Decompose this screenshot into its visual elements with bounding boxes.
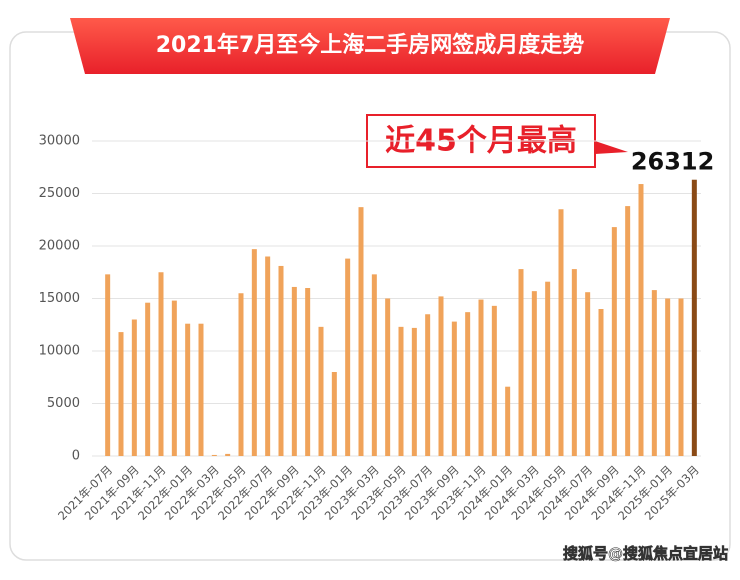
bar [651,290,657,456]
bar [638,184,644,457]
bar [451,321,457,456]
bar [665,298,671,456]
bar [278,265,284,456]
bar [625,206,631,456]
bar [545,281,551,456]
bar [198,323,204,456]
bar [345,258,351,456]
chart-title: 2021年7月至今上海二手房网签成月度走势 [156,32,585,58]
bar [425,314,431,456]
bar [598,309,604,456]
bar [318,326,324,456]
bar [385,298,391,456]
bar [371,274,377,456]
bar [238,293,244,456]
bar [211,454,217,456]
bar [505,386,511,456]
bar [478,299,484,456]
y-tick-label: 25000 [39,186,80,201]
y-tick-label: 15000 [39,291,80,306]
y-tick-label: 10000 [39,344,80,359]
y-tick-label: 0 [72,449,80,464]
y-tick-label: 30000 [39,134,80,149]
value-label: 26312 [631,148,715,176]
bar [305,288,311,456]
bar [265,256,271,456]
callout-pointer [595,141,628,154]
bar [491,305,497,456]
bar [251,249,257,456]
bar [585,292,591,456]
bar [131,319,137,456]
y-tick-label: 20000 [39,239,80,254]
bar [331,372,337,456]
bar [611,227,617,456]
bar [105,274,111,456]
bar [225,453,231,456]
bar [291,286,297,456]
watermark: 搜狐号@搜狐焦点宜居站 [563,545,728,563]
bar [691,179,697,456]
y-tick-label: 5000 [47,396,80,411]
bar [518,269,524,456]
bar [398,326,404,456]
bar [571,269,577,456]
bar [465,312,471,456]
bar [678,298,684,456]
bar [118,332,124,456]
bar [531,291,537,456]
bar [158,272,164,456]
bar [185,323,191,456]
bar [411,327,417,456]
title-banner [70,18,670,74]
bar [171,300,177,456]
bar [438,296,444,456]
bar [145,302,151,456]
bar [358,207,364,456]
bar [558,209,564,456]
